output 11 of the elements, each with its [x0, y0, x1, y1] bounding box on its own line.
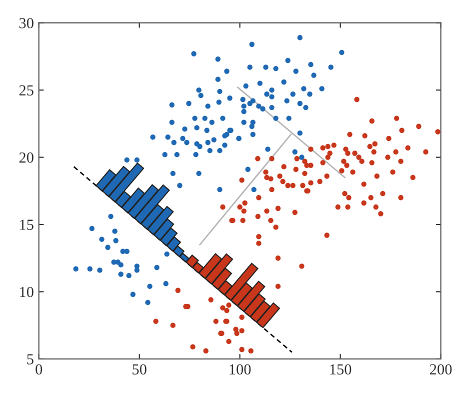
- y-tick-label: 15: [20, 220, 34, 230]
- y-tick-label: 20: [19, 152, 34, 163]
- x-tick-label: 50: [132, 364, 146, 375]
- x-tick-label: 200: [430, 364, 452, 375]
- y-tick-label: 25: [19, 85, 34, 96]
- y-tick-label: 5: [27, 354, 34, 364]
- x-tick-label: 100: [230, 364, 251, 375]
- x-tick-label: 0: [36, 364, 42, 375]
- y-tick-label: 10: [20, 286, 34, 298]
- x-tick-label: 150: [330, 364, 352, 375]
- y-tick-label: 30: [19, 18, 34, 28]
